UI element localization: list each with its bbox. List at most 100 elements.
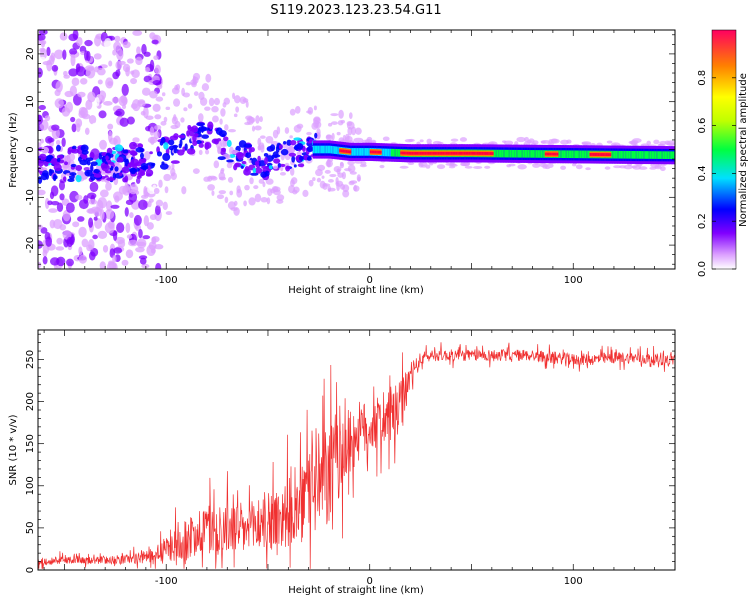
spectrogram-cell	[233, 200, 238, 206]
spectrogram-cell	[125, 249, 134, 259]
spectrogram-cell	[51, 201, 60, 206]
spectrogram-cell	[465, 151, 468, 155]
spectrogram-cell	[218, 130, 227, 137]
spectrogram-cell	[126, 116, 135, 125]
spectrogram-cell	[604, 153, 607, 157]
spectrogram-cell	[115, 60, 123, 70]
spectrogram-cell	[38, 261, 42, 269]
spectrogram-cell	[467, 151, 470, 155]
spectrogram-cell	[319, 145, 322, 154]
spectrogram-cell	[289, 108, 296, 116]
spectrogram-cell	[40, 39, 47, 45]
spectrogram-cell	[94, 96, 100, 107]
spectrogram-cell	[63, 60, 69, 72]
spectrogram-cell	[52, 173, 57, 182]
spectrogram-cell	[651, 151, 654, 159]
spectrogram-cell	[291, 155, 296, 163]
spectrogram-cell	[124, 207, 129, 217]
spectrogram-cell	[63, 70, 68, 77]
spectrogram-cell	[97, 79, 103, 85]
spectrogram-cell	[145, 115, 154, 120]
spectrogram-cell	[491, 152, 494, 155]
spectrogram-cell	[245, 100, 249, 108]
spectrogram-cell	[649, 151, 652, 159]
spectrogram-cell	[41, 146, 50, 154]
spectrogram-cell	[654, 151, 657, 159]
spectrogram-cell	[267, 188, 273, 197]
spectrogram-cell	[666, 142, 675, 146]
spectrogram-cell	[542, 150, 545, 158]
spectrogram-cell	[234, 163, 240, 167]
spectrogram-cell	[664, 151, 667, 159]
spectrogram-cell	[511, 149, 514, 158]
spectrogram-cell	[423, 151, 426, 155]
spectrogram-cell	[328, 122, 333, 127]
spectrogram-cell	[59, 193, 65, 201]
spectrogram-cell	[287, 146, 296, 154]
spectrogram-cell	[575, 164, 583, 170]
spectrogram-cell	[38, 159, 45, 167]
spectrogram-cell	[576, 150, 579, 159]
spectrogram-x-tick-label: -100	[155, 275, 178, 286]
spectrogram-cell	[261, 165, 268, 169]
spectrogram-cell	[78, 156, 82, 162]
spectrogram-cell	[122, 149, 129, 154]
spectrogram-cell	[289, 135, 293, 139]
spectrogram-cell	[630, 150, 633, 159]
spectrogram-cell	[132, 30, 143, 36]
spectrogram-cell	[331, 121, 338, 125]
spectrogram-cell	[532, 150, 535, 158]
spectrogram-cell	[504, 149, 508, 158]
spectrogram-cell	[54, 49, 64, 60]
spectrogram-cell	[519, 149, 522, 158]
spectrogram-cell	[336, 131, 341, 136]
spectrogram-cell	[453, 151, 457, 155]
spectrogram-cell	[424, 151, 427, 155]
spectrogram-cell	[128, 162, 134, 166]
spectrogram-cell	[348, 112, 353, 119]
spectrogram-cell	[130, 167, 137, 175]
spectrogram-cell	[88, 238, 95, 251]
spectrogram-cell	[61, 137, 66, 148]
spectrogram-cell	[379, 164, 385, 169]
spectrogram-cell	[240, 165, 244, 169]
spectrogram-cell	[276, 194, 285, 201]
spectrogram-cell	[377, 150, 381, 154]
spectrogram-cell	[92, 234, 98, 240]
spectrogram-cell	[59, 32, 68, 41]
spectrogram-cell	[340, 119, 345, 124]
spectrogram-cell	[600, 153, 604, 156]
snr-y-tick-label: 150	[25, 434, 36, 453]
spectrogram-cell	[462, 151, 465, 155]
spectrogram-cell	[141, 43, 147, 55]
spectrogram-cell	[154, 204, 161, 216]
spectrogram-cell	[151, 162, 156, 167]
spectrogram-cell	[296, 123, 304, 129]
spectrogram-cell	[484, 165, 491, 169]
spectrogram-cell	[163, 142, 169, 150]
spectrogram-cell	[69, 48, 78, 55]
spectrogram-cell	[392, 148, 395, 157]
spectrogram-cell	[111, 97, 120, 104]
spectrogram-cell	[112, 255, 117, 263]
spectrogram-cell	[308, 179, 314, 187]
spectrogram-cell	[330, 113, 339, 117]
colorbar-tick-label: 0.6	[697, 118, 708, 134]
spectrogram-cell	[514, 149, 517, 158]
spectrogram-cell	[371, 150, 374, 154]
spectrogram-cell	[126, 58, 134, 64]
spectrogram-cell	[153, 55, 159, 61]
spectrogram-cell	[489, 152, 493, 155]
spectrogram-cell	[84, 169, 93, 177]
spectrogram-cell	[93, 53, 102, 60]
spectrogram-cell	[363, 148, 366, 156]
spectrogram-cell	[410, 151, 413, 155]
spectrogram-cell	[124, 175, 129, 183]
spectrogram-cell	[156, 151, 163, 157]
spectrogram-cell	[513, 149, 516, 158]
spectrogram-cell	[623, 150, 626, 159]
spectrogram-cell	[135, 56, 143, 66]
spectrogram-cell	[625, 150, 628, 159]
spectrogram-cell	[403, 151, 406, 155]
